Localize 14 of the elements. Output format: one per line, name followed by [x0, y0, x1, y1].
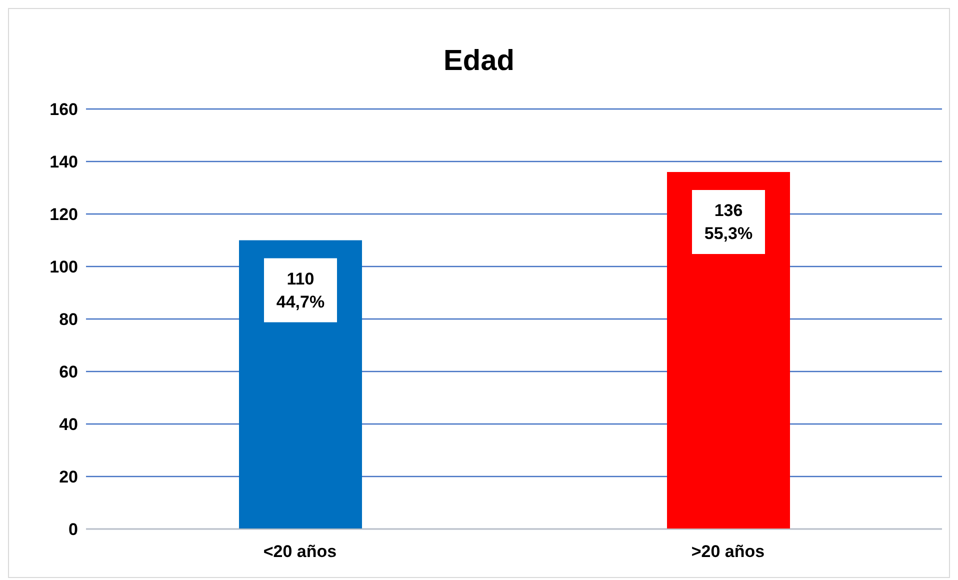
y-tick-label: 100 [50, 258, 78, 277]
y-tick-label: 20 [59, 468, 78, 487]
x-tick-label: <20 años [263, 542, 337, 562]
y-tick-label: 60 [59, 362, 78, 382]
x-tick-label: >20 años [691, 542, 765, 562]
y-tick-label: 160 [50, 100, 78, 120]
y-tick-label: 120 [50, 205, 78, 224]
y-tick-label: 80 [59, 310, 78, 330]
y-tick-label: 140 [50, 152, 78, 172]
chart-title: Edad [442, 45, 516, 78]
y-tick-label: 0 [68, 520, 78, 540]
data-label: 110 44,7% [276, 269, 325, 312]
y-tick-label: 40 [59, 415, 78, 434]
data-label: 136 55,3% [704, 201, 753, 243]
